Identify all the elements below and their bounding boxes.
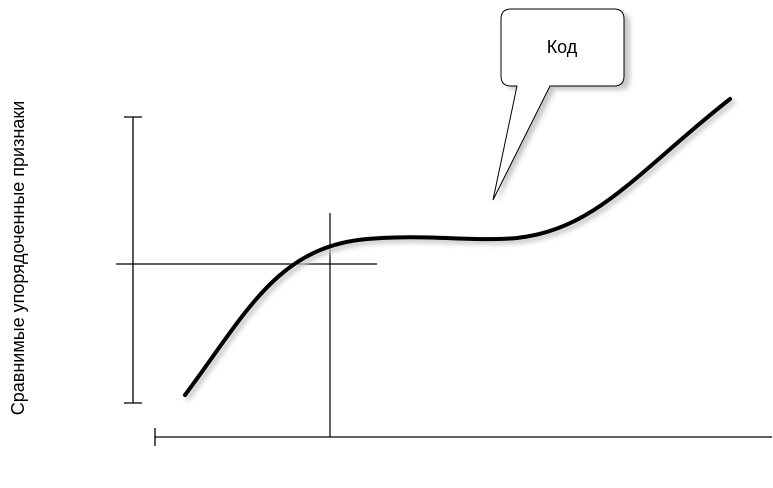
x-axis-line bbox=[154, 428, 772, 446]
y-axis-label: Сравнимые упорядоченные признаки bbox=[8, 101, 28, 416]
curve-line bbox=[183, 97, 732, 397]
range-bracket bbox=[124, 116, 142, 404]
curve-shadow bbox=[185, 99, 736, 401]
callout-bubble bbox=[492, 8, 625, 201]
callout-label: Код bbox=[547, 37, 578, 57]
